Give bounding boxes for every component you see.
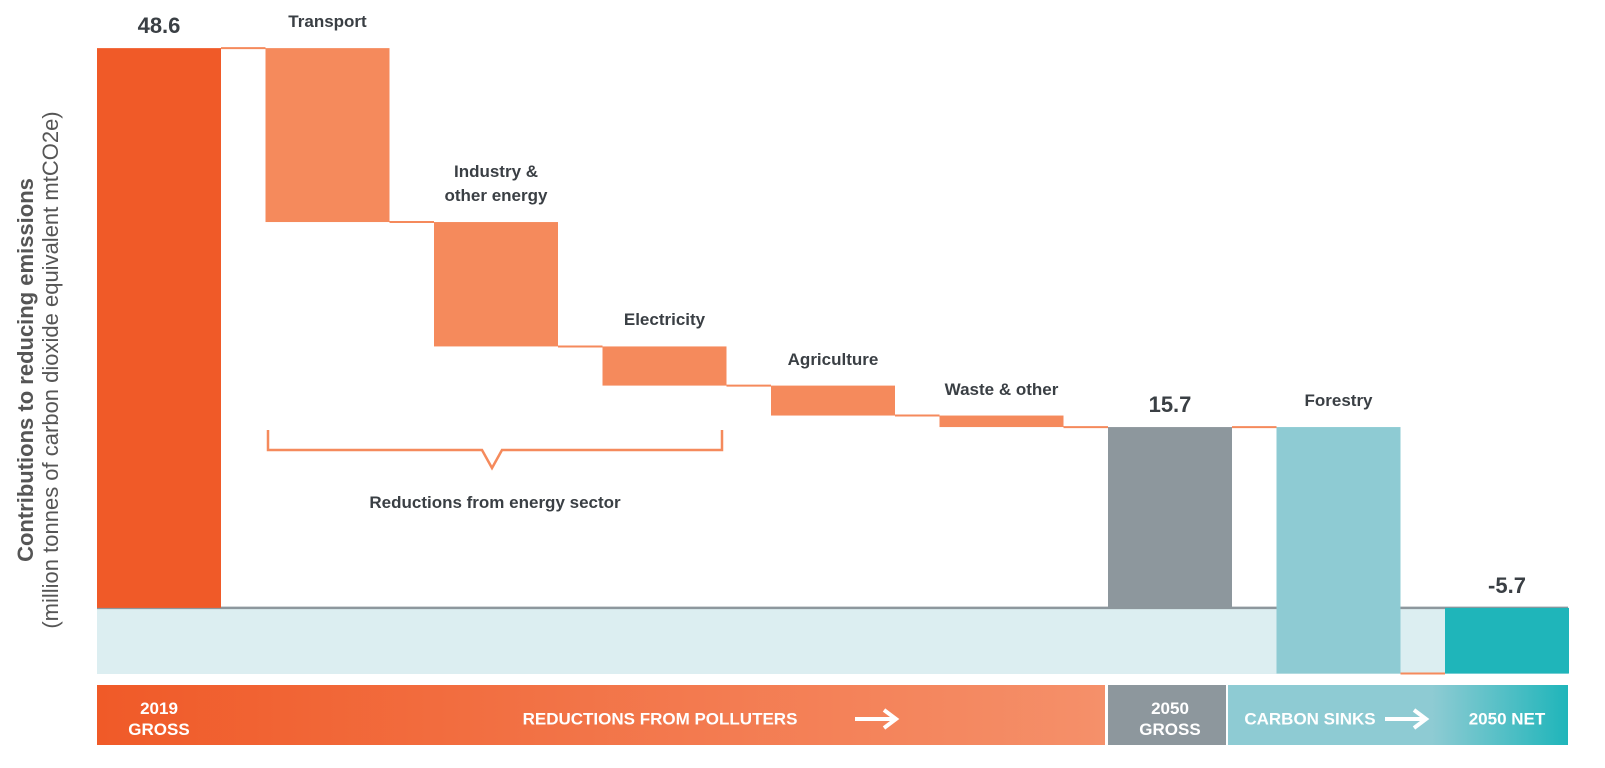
bar (434, 222, 558, 347)
x-tick-label: 2050 NET (1468, 709, 1546, 729)
value-label: 15.7 (1148, 392, 1192, 418)
category-label: Electricity (623, 310, 706, 330)
category-label: Industry & other energy (444, 162, 548, 206)
band-label: CARBON SINKS (1244, 709, 1376, 729)
x-tick-label: 2050 GROSS (1139, 699, 1201, 739)
category-label: Waste & other (944, 379, 1059, 399)
bar (1108, 427, 1232, 608)
bar (265, 48, 390, 223)
x-tick-label: 2019 GROSS (128, 699, 190, 739)
y-axis-label: Contributions to reducing emissions (mill… (13, 111, 63, 628)
bar (1445, 607, 1569, 674)
value-label: -5.7 (1488, 572, 1526, 598)
band-sinks (1228, 685, 1568, 745)
band-label: REDUCTIONS FROM POLLUTERS (522, 709, 798, 729)
band-gross (1108, 685, 1226, 745)
y-subtitle: (million tonnes of carbon dioxide equiva… (38, 111, 63, 629)
category-label: Forestry (1304, 391, 1373, 411)
bar (1276, 427, 1401, 674)
arrow (1385, 708, 1430, 730)
arrow (855, 708, 900, 730)
category-label: Transport (288, 12, 367, 32)
annotation: Reductions from energy sector (369, 493, 621, 512)
value-label: 48.6 (137, 13, 181, 39)
y-title: Contributions to reducing emissions (13, 178, 38, 562)
bar (939, 415, 1064, 428)
bar (602, 346, 727, 386)
bracket (266, 430, 724, 471)
category-label: Agriculture (787, 349, 879, 369)
bar (97, 48, 221, 608)
band-polluters (97, 685, 1105, 745)
bar (771, 385, 895, 416)
